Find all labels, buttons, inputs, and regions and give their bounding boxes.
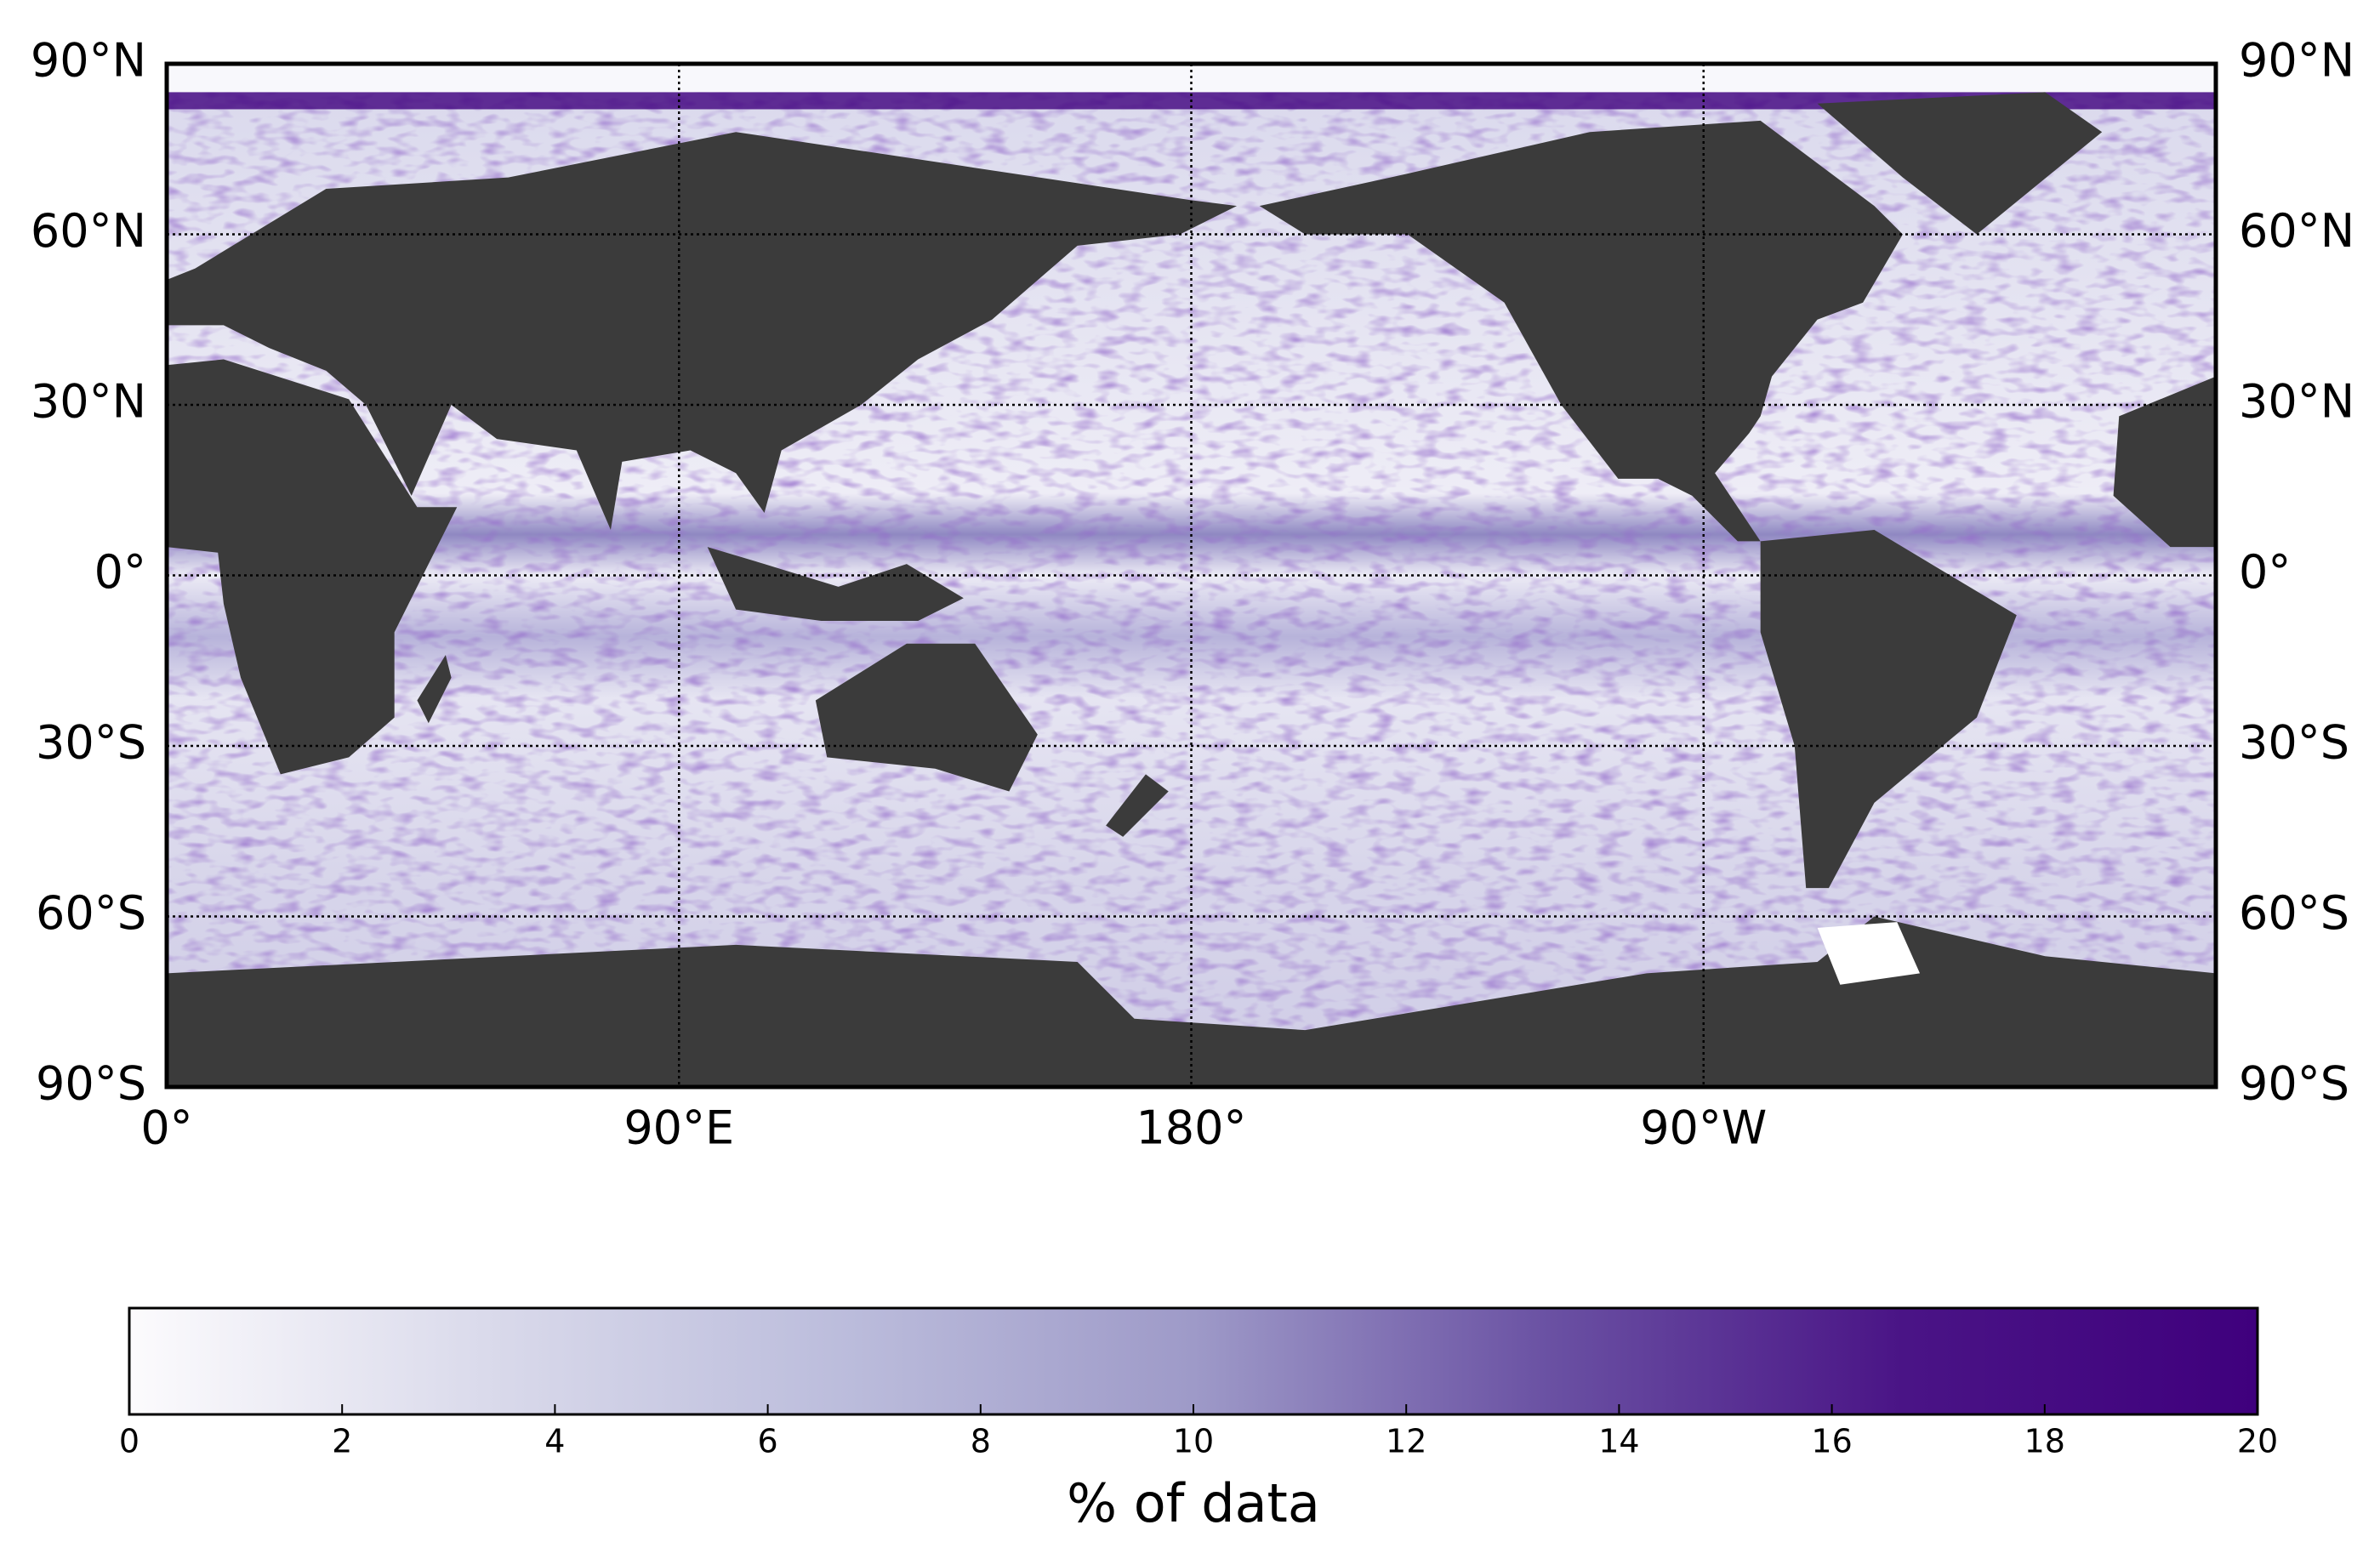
lat-label-right: 90°S <box>2239 1057 2349 1111</box>
lon-label: 90°W <box>1640 1101 1767 1155</box>
colorbar-tick-label: 12 <box>1386 1423 1426 1460</box>
southeast-asia <box>707 547 964 621</box>
lat-label-left: 30°N <box>31 375 146 429</box>
colorbar-label: % of data <box>1067 1472 1320 1534</box>
lat-label-right: 30°S <box>2239 716 2349 770</box>
lat-label-left: 60°N <box>31 204 146 258</box>
colorbar-tick-label: 18 <box>2024 1423 2065 1460</box>
africa-west <box>2113 376 2216 548</box>
greenland <box>1817 92 2103 235</box>
colorbar <box>128 1306 2259 1416</box>
colorbar-tick-label: 10 <box>1173 1423 1214 1460</box>
colorbar-tick-label: 14 <box>1598 1423 1639 1460</box>
lat-label-left: 90°S <box>36 1057 146 1111</box>
australia <box>815 643 1038 792</box>
lon-label: 0° <box>140 1101 192 1155</box>
colorbar-tick-label: 6 <box>758 1423 778 1460</box>
land <box>167 92 2216 1087</box>
new-zealand <box>1106 774 1169 837</box>
madagascar <box>417 655 452 724</box>
lat-label-right: 30°N <box>2239 375 2354 429</box>
north-america <box>1259 120 1903 542</box>
colorbar-tick-label: 16 <box>1811 1423 1852 1460</box>
lat-label-right: 0° <box>2239 545 2291 599</box>
colorbar-tick-label: 0 <box>119 1423 139 1460</box>
south-america <box>1760 530 2017 889</box>
africa <box>167 359 458 775</box>
colorbar-tick-label: 4 <box>544 1423 565 1460</box>
lat-label-right: 90°N <box>2239 34 2354 88</box>
lat-label-left: 30°S <box>36 716 146 770</box>
colorbar-tick-label: 8 <box>971 1423 991 1460</box>
colorbar-tick-label: 2 <box>332 1423 352 1460</box>
lat-label-right: 60°S <box>2239 886 2349 940</box>
map-frame <box>164 61 2218 1090</box>
colorbar-tick-label: 20 <box>2237 1423 2278 1460</box>
weddell-gap <box>1817 922 1921 985</box>
eurasia <box>167 132 1238 531</box>
lat-label-left: 90°N <box>31 34 146 88</box>
lat-label-right: 60°N <box>2239 204 2354 258</box>
lat-label-left: 0° <box>94 545 146 599</box>
lon-label: 180° <box>1136 1101 1246 1155</box>
lon-label: 90°E <box>623 1101 734 1155</box>
lat-label-left: 60°S <box>36 886 146 940</box>
